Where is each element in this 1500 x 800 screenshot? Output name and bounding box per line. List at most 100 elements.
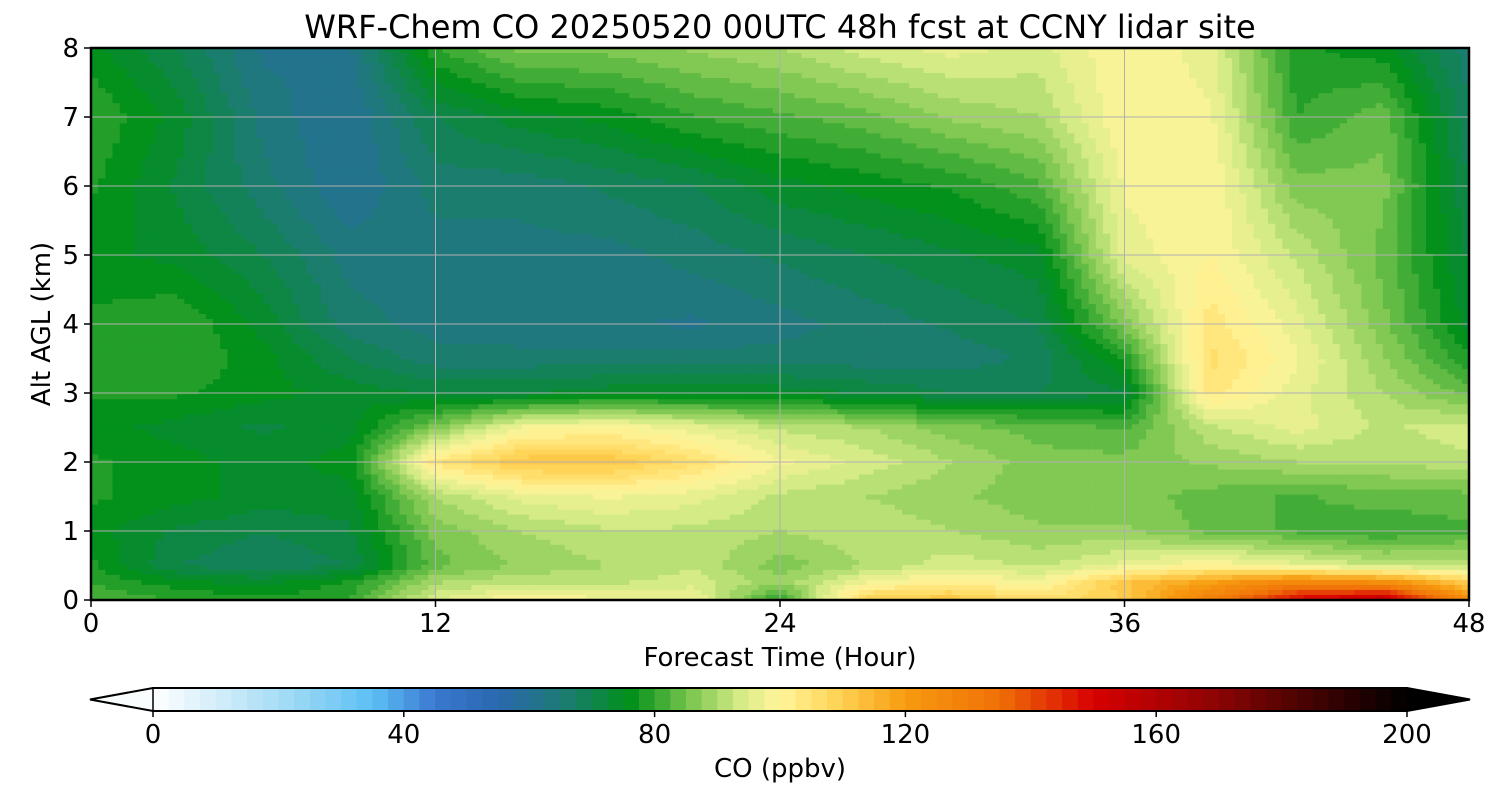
heatmap-cell xyxy=(723,148,731,154)
heatmap-cell xyxy=(1203,83,1211,89)
heatmap-cell xyxy=(1189,88,1197,94)
heatmap-cell xyxy=(1369,168,1377,174)
heatmap-cell xyxy=(873,168,881,174)
heatmap-cell xyxy=(471,168,479,174)
heatmap-cell xyxy=(493,53,501,59)
heatmap-cell xyxy=(601,113,609,119)
heatmap-cell xyxy=(694,83,702,89)
heatmap-cell xyxy=(1010,133,1018,139)
heatmap-cell xyxy=(1160,78,1168,84)
heatmap-cell xyxy=(924,93,932,99)
heatmap-cell xyxy=(242,158,250,164)
heatmap-cell xyxy=(98,58,106,64)
heatmap-cell xyxy=(701,118,709,124)
heatmap-cell xyxy=(1031,118,1039,124)
heatmap-cell xyxy=(888,53,896,59)
heatmap-cell xyxy=(256,88,264,94)
heatmap-cell xyxy=(371,138,379,144)
heatmap-cell xyxy=(1125,163,1133,169)
heatmap-cell xyxy=(392,138,400,144)
heatmap-cell xyxy=(1304,148,1312,154)
heatmap-cell xyxy=(895,113,903,119)
heatmap-cell xyxy=(636,98,644,104)
heatmap-cell xyxy=(809,78,817,84)
heatmap-cell xyxy=(1440,113,1448,119)
heatmap-cell xyxy=(184,83,192,89)
heatmap-cell xyxy=(615,158,623,164)
heatmap-cell xyxy=(1031,133,1039,139)
heatmap-cell xyxy=(1168,158,1176,164)
heatmap-cell xyxy=(1196,168,1204,174)
heatmap-cell xyxy=(278,168,286,174)
heatmap-cell xyxy=(127,133,135,139)
heatmap-cell xyxy=(1311,83,1319,89)
heatmap-cell xyxy=(995,103,1003,109)
heatmap-cell xyxy=(313,108,321,114)
heatmap-cell xyxy=(586,128,594,134)
heatmap-cell xyxy=(507,113,515,119)
heatmap-cell xyxy=(794,118,802,124)
heatmap-cell xyxy=(837,73,845,79)
heatmap-cell xyxy=(306,123,314,129)
heatmap-cell xyxy=(852,168,860,174)
heatmap-cell xyxy=(1361,93,1369,99)
heatmap-cell xyxy=(450,133,458,139)
heatmap-cell xyxy=(1132,73,1140,79)
heatmap-cell xyxy=(622,128,630,134)
heatmap-cell xyxy=(170,73,178,79)
heatmap-cell xyxy=(809,58,817,64)
heatmap-cell xyxy=(184,98,192,104)
heatmap-cell xyxy=(1297,88,1305,94)
heatmap-cell xyxy=(1369,118,1377,124)
heatmap-cell xyxy=(586,118,594,124)
heatmap-cell xyxy=(1175,173,1183,179)
heatmap-cell xyxy=(105,53,113,59)
heatmap-cell xyxy=(845,128,853,134)
heatmap-cell xyxy=(148,148,156,154)
heatmap-cell xyxy=(486,58,494,64)
heatmap-cell xyxy=(148,53,156,59)
heatmap-cell xyxy=(529,128,537,134)
heatmap-cell xyxy=(1354,173,1362,179)
heatmap-cell xyxy=(644,128,652,134)
heatmap-cell xyxy=(285,53,293,59)
heatmap-cell xyxy=(127,73,135,79)
heatmap-cell xyxy=(837,153,845,159)
heatmap-cell xyxy=(522,63,530,69)
heatmap-cell xyxy=(694,108,702,114)
heatmap-cell xyxy=(651,128,659,134)
heatmap-cell xyxy=(364,58,372,64)
heatmap-cell xyxy=(586,163,594,169)
heatmap-cell xyxy=(457,138,465,144)
heatmap-cell xyxy=(830,153,838,159)
heatmap-cell xyxy=(766,63,774,69)
heatmap-cell xyxy=(342,98,350,104)
heatmap-cell xyxy=(1017,158,1025,164)
heatmap-cell xyxy=(665,118,673,124)
heatmap-cell xyxy=(550,113,558,119)
heatmap-cell xyxy=(665,58,673,64)
heatmap-cell xyxy=(199,148,207,154)
heatmap-cell xyxy=(364,168,372,174)
heatmap-cell xyxy=(1412,103,1420,109)
heatmap-cell xyxy=(270,68,278,74)
heatmap-cell xyxy=(199,63,207,69)
heatmap-cell xyxy=(1318,103,1326,109)
heatmap-cell xyxy=(866,168,874,174)
heatmap-cell xyxy=(730,58,738,64)
heatmap-cell xyxy=(1110,68,1118,74)
heatmap-cell xyxy=(479,118,487,124)
heatmap-cell xyxy=(1433,113,1441,119)
heatmap-cell xyxy=(744,103,752,109)
heatmap-cell xyxy=(1081,168,1089,174)
heatmap-cell xyxy=(1182,128,1190,134)
heatmap-cell xyxy=(1354,163,1362,169)
heatmap-cell xyxy=(1290,78,1298,84)
heatmap-cell xyxy=(342,163,350,169)
heatmap-cell xyxy=(220,133,228,139)
heatmap-cell xyxy=(1455,108,1463,114)
heatmap-cell xyxy=(471,108,479,114)
heatmap-cell xyxy=(880,73,888,79)
heatmap-cell xyxy=(565,158,573,164)
heatmap-cell xyxy=(852,173,860,179)
